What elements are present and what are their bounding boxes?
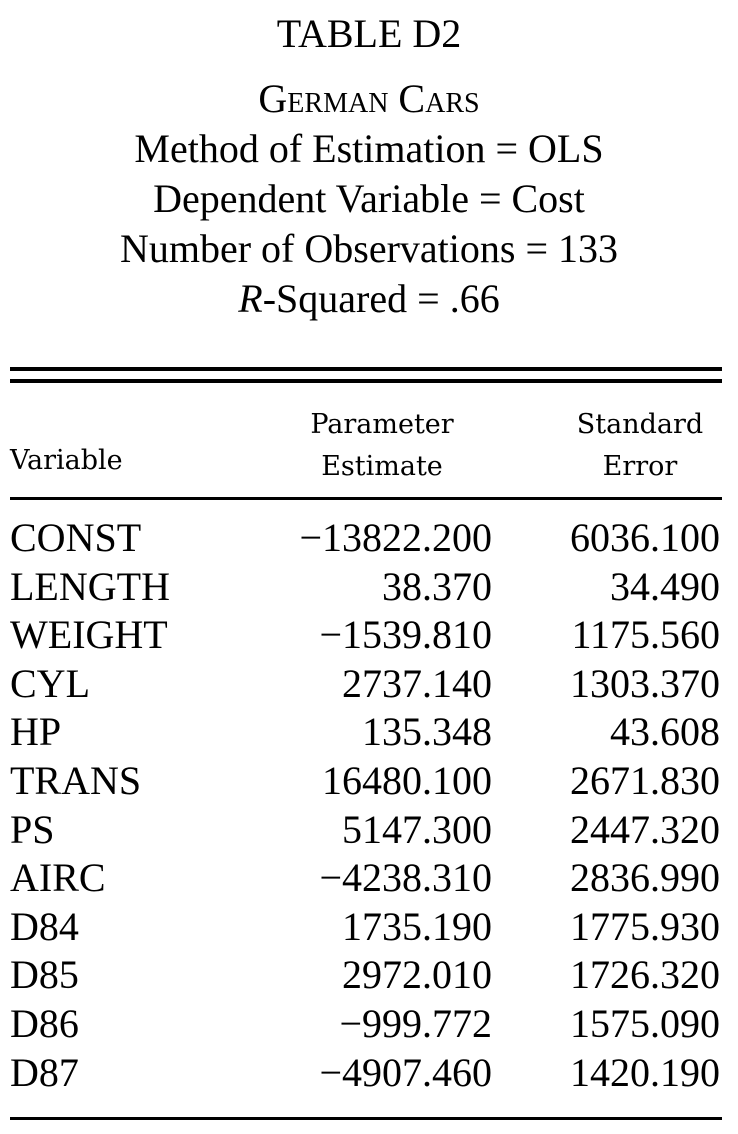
estimate-cell: 2972.010 <box>342 952 492 998</box>
r-squared-symbol: R <box>238 276 263 321</box>
table-row: HP 135.348 43.608 <box>0 708 738 757</box>
table-row: AIRC −4238.310 2836.990 <box>0 854 738 903</box>
top-double-rule-lower <box>10 379 722 383</box>
estimate-cell: 5147.300 <box>342 806 492 852</box>
variable-cell: CYL <box>10 660 90 706</box>
variable-cell: WEIGHT <box>10 612 168 658</box>
column-header-error-line1: Standard <box>576 409 704 440</box>
error-cell: 1575.090 <box>570 1000 720 1046</box>
table-body: CONST −13822.200 6036.100 LENGTH 38.370 … <box>0 514 738 1097</box>
column-header-estimate: Parameter Estimate <box>262 404 502 488</box>
table-row: CONST −13822.200 6036.100 <box>0 514 738 563</box>
estimate-cell: −999.772 <box>339 1000 492 1046</box>
error-cell: 6036.100 <box>570 515 720 560</box>
table-row: WEIGHT −1539.810 1175.560 <box>0 611 738 660</box>
error-cell: 2671.830 <box>570 757 720 803</box>
error-cell: 1726.320 <box>570 952 720 998</box>
method-line: Method of Estimation = OLS <box>134 126 604 171</box>
variable-cell: LENGTH <box>10 563 170 609</box>
column-header-error: Standard Error <box>540 404 738 488</box>
estimate-cell: 135.348 <box>362 709 492 755</box>
r-squared-line: R-Squared = .66 <box>0 274 738 324</box>
error-cell: 2447.320 <box>570 806 720 852</box>
estimate-cell: −13822.200 <box>299 515 492 560</box>
error-cell: 2836.990 <box>570 855 720 901</box>
table-row: CYL 2737.140 1303.370 <box>0 660 738 709</box>
column-header-variable: Variable <box>10 445 123 476</box>
estimate-cell: 16480.100 <box>322 757 492 803</box>
variable-cell: CONST <box>10 515 142 560</box>
r-squared-value: -Squared = .66 <box>262 276 500 321</box>
bottom-rule <box>10 1117 722 1120</box>
variable-cell: D87 <box>10 1049 79 1095</box>
variable-cell: PS <box>10 806 55 852</box>
error-cell: 1420.190 <box>570 1049 720 1095</box>
variable-cell: D84 <box>10 903 79 949</box>
variable-cell: TRANS <box>10 757 142 803</box>
error-cell: 1303.370 <box>570 660 720 706</box>
table-row: TRANS 16480.100 2671.830 <box>0 757 738 806</box>
variable-cell: HP <box>10 709 62 755</box>
table-row: D86 −999.772 1575.090 <box>0 1000 738 1049</box>
observations-line: Number of Observations = 133 <box>119 226 619 271</box>
estimate-cell: 38.370 <box>382 563 492 609</box>
estimate-cell: 1735.190 <box>342 903 492 949</box>
table-row: D85 2972.010 1726.320 <box>0 951 738 1000</box>
estimate-cell: −4238.310 <box>319 855 492 901</box>
table-title: TABLE D2 <box>276 11 462 56</box>
variable-cell: D85 <box>10 952 79 998</box>
table-row: PS 5147.300 2447.320 <box>0 806 738 855</box>
table-row: D84 1735.190 1775.930 <box>0 903 738 952</box>
estimate-cell: 2737.140 <box>342 660 492 706</box>
table-header: TABLE D2 German Cars Method of Estimatio… <box>0 8 738 324</box>
table-row: LENGTH 38.370 34.490 <box>0 563 738 612</box>
error-cell: 1175.560 <box>571 612 720 658</box>
column-header-estimate-line1: Parameter <box>310 409 454 440</box>
dependent-variable-line: Dependent Variable = Cost <box>153 176 585 221</box>
error-cell: 34.490 <box>610 563 720 609</box>
error-cell: 43.608 <box>610 709 720 755</box>
header-divider-rule <box>10 497 722 500</box>
estimate-cell: −4907.460 <box>319 1049 492 1095</box>
column-header-estimate-line2: Estimate <box>321 451 443 482</box>
column-header-error-line2: Error <box>602 451 678 482</box>
error-cell: 1775.930 <box>570 903 720 949</box>
estimate-cell: −1539.810 <box>319 612 492 658</box>
variable-cell: AIRC <box>10 855 106 901</box>
table-row: D87 −4907.460 1420.190 <box>0 1049 738 1098</box>
variable-cell: D86 <box>10 1000 79 1046</box>
table-subtitle: German Cars <box>258 76 480 121</box>
top-double-rule-upper <box>10 367 722 371</box>
